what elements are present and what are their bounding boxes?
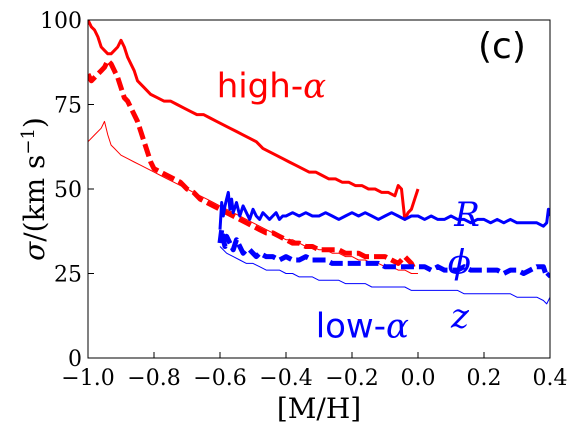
y-axis-unit-close: ) <box>18 117 51 128</box>
x-tick-label: −0.2 <box>325 366 378 391</box>
y-tick-label: 0 <box>68 347 82 372</box>
annotation-high-alpha: high-α <box>217 67 326 107</box>
series-line-low-alpha-R <box>218 190 550 230</box>
x-tick-label: −1.0 <box>61 366 114 391</box>
series-layer <box>88 20 550 305</box>
x-tick-label: −0.8 <box>127 366 180 391</box>
y-axis-unit: /(km s <box>18 155 51 242</box>
series-line-high-alpha-R <box>88 20 420 221</box>
series-line-low-alpha-z <box>219 246 550 305</box>
tick-layer: −1.0 −0.8 −0.6 −0.4 −0.2 0.0 0.2 0.4 0 25 50 75 100 <box>40 9 568 391</box>
annotation-label-z: z <box>450 297 470 337</box>
panel-label: (c) <box>478 26 526 67</box>
y-tick-label: 100 <box>40 9 82 34</box>
x-tick-label: −0.6 <box>193 366 246 391</box>
annotation-low-alpha: low-α <box>316 307 409 347</box>
x-tick-label: 0.0 <box>401 366 436 391</box>
y-tick-label: 25 <box>54 263 82 288</box>
annotation-symbol: ϕ <box>448 243 471 283</box>
x-tick-label: 0.4 <box>533 366 568 391</box>
x-tick-label: −0.4 <box>259 366 312 391</box>
y-axis-title: σ/(km s−1) <box>18 117 51 261</box>
y-tick-label: 50 <box>54 178 82 203</box>
y-tick-label: 75 <box>54 94 82 119</box>
annotation-symbol: α <box>303 67 326 107</box>
annotation-symbol: z <box>450 297 470 337</box>
series-line-high-alpha-z <box>88 120 418 274</box>
x-tick-label: 0.2 <box>467 366 502 391</box>
annotation-symbol: α <box>386 307 409 347</box>
annotation-symbol: R <box>453 195 480 235</box>
y-axis-unit-exponent: −1 <box>18 128 39 155</box>
series-line-low-alpha-phi <box>217 227 550 280</box>
annotation-text: low- <box>316 307 386 347</box>
x-axis-title: [M/H] <box>277 392 361 425</box>
annotation-text: high- <box>217 67 303 107</box>
annotation-label-phi: ϕ <box>448 243 471 283</box>
y-axis-symbol: σ <box>18 241 51 261</box>
plot-area <box>88 20 550 358</box>
annotation-label-R: R <box>453 195 480 235</box>
